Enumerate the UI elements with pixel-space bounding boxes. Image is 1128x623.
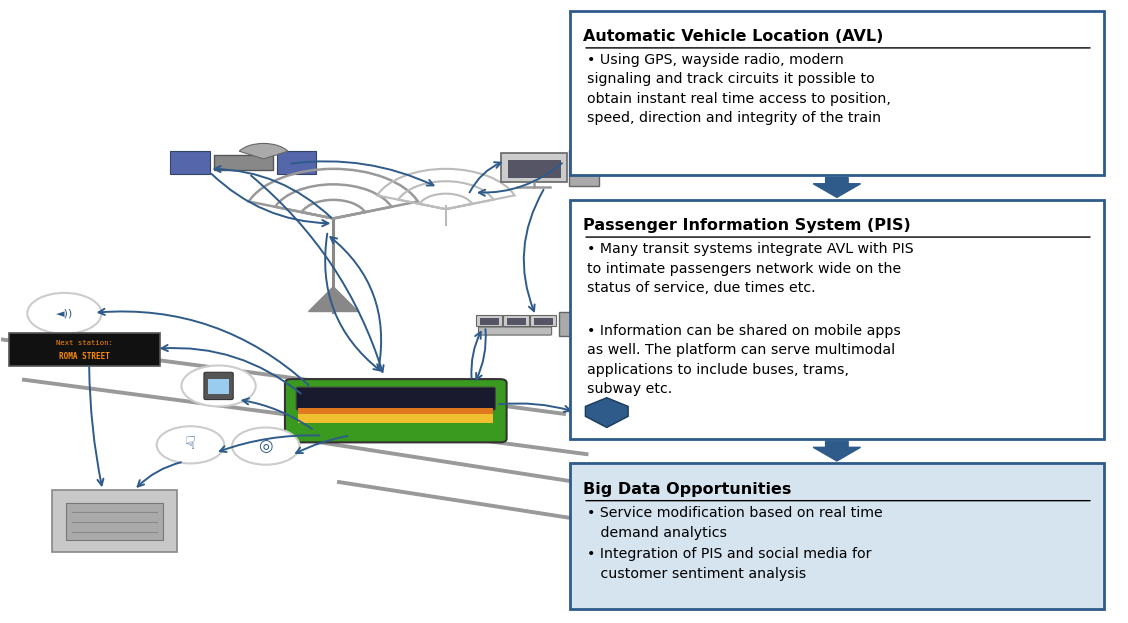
FancyBboxPatch shape xyxy=(299,408,493,415)
FancyBboxPatch shape xyxy=(476,315,502,326)
Circle shape xyxy=(157,426,224,464)
FancyBboxPatch shape xyxy=(559,312,589,336)
FancyBboxPatch shape xyxy=(503,315,529,326)
Polygon shape xyxy=(309,287,358,312)
Polygon shape xyxy=(214,155,273,170)
FancyBboxPatch shape xyxy=(478,327,552,335)
FancyBboxPatch shape xyxy=(530,315,556,326)
Circle shape xyxy=(27,293,102,334)
Text: Automatic Vehicle Location (AVL): Automatic Vehicle Location (AVL) xyxy=(583,29,883,44)
Text: Big Data Opportunities: Big Data Opportunities xyxy=(583,482,792,497)
Polygon shape xyxy=(585,397,628,427)
FancyBboxPatch shape xyxy=(479,318,499,325)
Polygon shape xyxy=(813,441,861,461)
FancyBboxPatch shape xyxy=(65,503,164,540)
FancyBboxPatch shape xyxy=(506,318,526,325)
Polygon shape xyxy=(170,151,210,174)
FancyBboxPatch shape xyxy=(569,150,599,186)
Circle shape xyxy=(570,392,644,433)
FancyBboxPatch shape xyxy=(534,318,553,325)
FancyBboxPatch shape xyxy=(508,159,561,178)
Text: Next station:: Next station: xyxy=(56,340,113,346)
FancyBboxPatch shape xyxy=(570,200,1104,439)
Circle shape xyxy=(232,427,300,465)
Text: ◄)): ◄)) xyxy=(55,308,73,318)
FancyBboxPatch shape xyxy=(52,490,177,552)
FancyBboxPatch shape xyxy=(285,379,506,442)
Text: • Service modification based on real time
   demand analytics
• Integration of P: • Service modification based on real tim… xyxy=(587,506,882,581)
Text: Passenger Information System (PIS): Passenger Information System (PIS) xyxy=(583,219,911,234)
FancyBboxPatch shape xyxy=(209,379,229,394)
FancyBboxPatch shape xyxy=(9,333,160,366)
FancyBboxPatch shape xyxy=(297,387,495,410)
Text: • Many transit systems integrate AVL with PIS
to intimate passengers network wid: • Many transit systems integrate AVL wit… xyxy=(587,242,914,295)
FancyBboxPatch shape xyxy=(501,153,567,183)
Text: • Using GPS, wayside radio, modern
signaling and track circuits it possible to
o: • Using GPS, wayside radio, modern signa… xyxy=(587,53,890,125)
Polygon shape xyxy=(277,151,317,174)
Text: • Information can be shared on mobile apps
as well. The platform can serve multi: • Information can be shared on mobile ap… xyxy=(587,324,900,396)
FancyBboxPatch shape xyxy=(570,464,1104,609)
Circle shape xyxy=(182,366,256,406)
FancyBboxPatch shape xyxy=(299,414,493,422)
Wedge shape xyxy=(239,143,288,159)
Polygon shape xyxy=(813,178,861,197)
FancyBboxPatch shape xyxy=(570,11,1104,175)
Text: ROMA STREET: ROMA STREET xyxy=(59,351,111,361)
Text: ☟: ☟ xyxy=(185,435,196,452)
FancyBboxPatch shape xyxy=(204,373,233,399)
Text: ◎: ◎ xyxy=(258,437,273,455)
